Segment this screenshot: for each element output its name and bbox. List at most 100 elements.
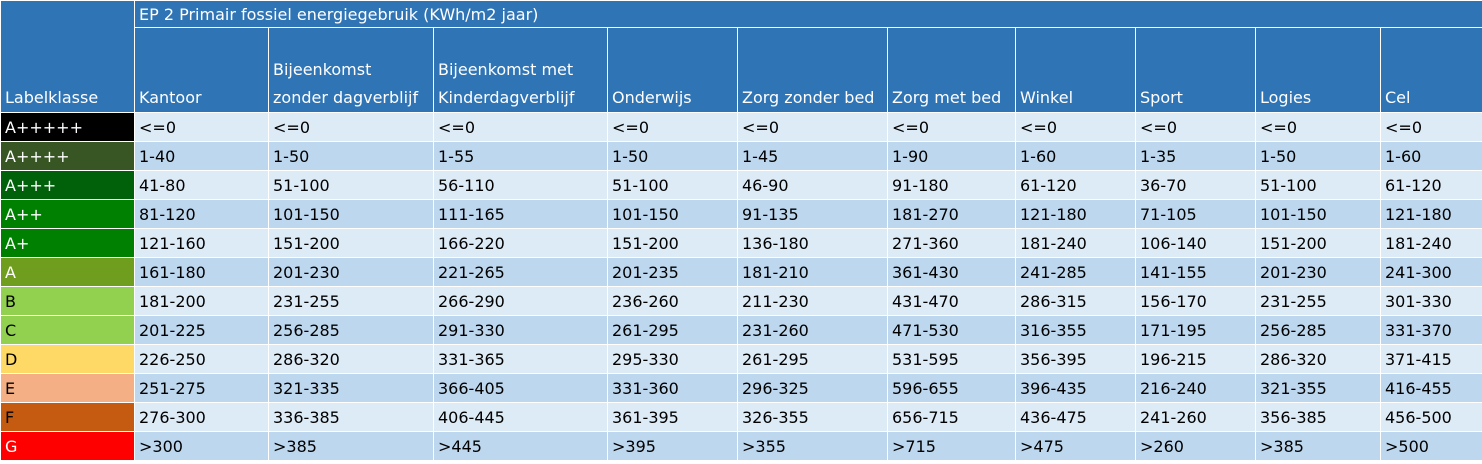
value-cell: 121-180 [1015, 199, 1136, 229]
value-cell: 136-180 [737, 228, 888, 258]
value-cell: 201-225 [134, 315, 269, 345]
value-cell: 361-395 [607, 402, 738, 432]
value-cell: 271-360 [887, 228, 1016, 258]
value-cell: 241-300 [1379, 257, 1482, 287]
value-cell: 276-300 [134, 402, 269, 432]
value-cell: 216-240 [1135, 373, 1256, 403]
value-cell: >300 [134, 431, 269, 461]
value-cell: 51-100 [1255, 170, 1381, 200]
value-cell: 321-355 [1255, 373, 1381, 403]
value-cell: 151-200 [607, 228, 738, 258]
value-cell: <=0 [607, 112, 738, 142]
value-cell: 301-330 [1379, 286, 1482, 316]
value-cell: 336-385 [268, 402, 434, 432]
label-cell: E [0, 373, 135, 403]
value-cell: 366-405 [433, 373, 608, 403]
value-cell: 156-170 [1135, 286, 1256, 316]
value-cell: 431-470 [887, 286, 1016, 316]
header-cell: Labelklasse [0, 0, 135, 113]
value-cell: 241-260 [1135, 402, 1256, 432]
value-cell: 296-325 [737, 373, 888, 403]
value-cell: 266-290 [433, 286, 608, 316]
value-cell: 181-240 [1379, 228, 1482, 258]
label-cell: A++++ [0, 141, 135, 171]
value-cell: 56-110 [433, 170, 608, 200]
label-cell: A [0, 257, 135, 287]
label-cell: A+ [0, 228, 135, 258]
value-cell: >715 [887, 431, 1016, 461]
header-cell: Sport [1135, 27, 1256, 113]
value-cell: 656-715 [887, 402, 1016, 432]
value-cell: 531-595 [887, 344, 1016, 374]
value-cell: 1-45 [737, 141, 888, 171]
value-cell: <=0 [1379, 112, 1482, 142]
value-cell: 331-370 [1379, 315, 1482, 345]
label-cell: A++ [0, 199, 135, 229]
value-cell: 256-285 [1255, 315, 1381, 345]
value-cell: 91-135 [737, 199, 888, 229]
value-cell: 161-180 [134, 257, 269, 287]
value-cell: 151-200 [1255, 228, 1381, 258]
label-cell: A+++++ [0, 112, 135, 142]
header-cell: Zorg zonder bed [737, 27, 888, 113]
label-cell: D [0, 344, 135, 374]
value-cell: <=0 [1015, 112, 1136, 142]
value-cell: 151-200 [268, 228, 434, 258]
value-cell: 291-330 [433, 315, 608, 345]
header-cell: Cel [1379, 27, 1482, 113]
value-cell: 241-285 [1015, 257, 1136, 287]
value-cell: 201-230 [268, 257, 434, 287]
value-cell: 1-35 [1135, 141, 1256, 171]
header-cell: Kantoor [134, 27, 269, 113]
value-cell: 91-180 [887, 170, 1016, 200]
value-cell: 261-295 [607, 315, 738, 345]
label-cell: F [0, 402, 135, 432]
header-cell: Bijeenkomst met Kinderdagverblijf [433, 27, 608, 113]
value-cell: <=0 [1255, 112, 1381, 142]
data-row: C 201-225 256-285 291-330 261-295 231-260 471-… [0, 315, 1482, 345]
label-cell: A+++ [0, 170, 135, 200]
value-cell: 221-265 [433, 257, 608, 287]
header-cell: Onderwijs [607, 27, 738, 113]
value-cell: >500 [1379, 431, 1482, 461]
value-cell: 231-255 [1255, 286, 1381, 316]
value-cell: 326-355 [737, 402, 888, 432]
data-row: D 226-250 286-320 331-365 295-330 261-295 531-… [0, 344, 1482, 374]
data-row: E 251-275 321-335 366-405 331-360 296-325 596-… [0, 373, 1482, 403]
value-cell: 1-60 [1379, 141, 1482, 171]
value-cell: >385 [1255, 431, 1381, 461]
data-row: A+ 121-160 151-200 166-220 151-200 136-180 271… [0, 228, 1482, 258]
value-cell: >260 [1135, 431, 1256, 461]
value-cell: 286-320 [1255, 344, 1381, 374]
value-cell: 286-315 [1015, 286, 1136, 316]
value-cell: 1-50 [268, 141, 434, 171]
value-cell: 1-50 [1255, 141, 1381, 171]
value-cell: <=0 [433, 112, 608, 142]
value-cell: 121-180 [1379, 199, 1482, 229]
value-cell: 51-100 [607, 170, 738, 200]
value-cell: 231-260 [737, 315, 888, 345]
value-cell: 256-285 [268, 315, 434, 345]
value-cell: >445 [433, 431, 608, 461]
value-cell: 436-475 [1015, 402, 1136, 432]
value-cell: 201-235 [607, 257, 738, 287]
data-row: G >300 >385 >445 >395 >355 >715 >475 >260 >385 >50… [0, 431, 1482, 461]
value-cell: 471-530 [887, 315, 1016, 345]
table-title: EP 2 Primair fossiel energiegebruik (KWh… [133, 0, 1482, 28]
value-cell: 101-150 [1255, 199, 1381, 229]
value-cell: 321-335 [268, 373, 434, 403]
value-cell: 121-160 [134, 228, 269, 258]
header-cell: Logies [1255, 27, 1381, 113]
value-cell: 106-140 [1135, 228, 1256, 258]
value-cell: 181-240 [1015, 228, 1136, 258]
value-cell: >355 [737, 431, 888, 461]
value-cell: 226-250 [134, 344, 269, 374]
value-cell: 36-70 [1135, 170, 1256, 200]
value-cell: 231-255 [268, 286, 434, 316]
value-cell: 111-165 [433, 199, 608, 229]
value-cell: 166-220 [433, 228, 608, 258]
value-cell: 51-100 [268, 170, 434, 200]
value-cell: 71-105 [1135, 199, 1256, 229]
